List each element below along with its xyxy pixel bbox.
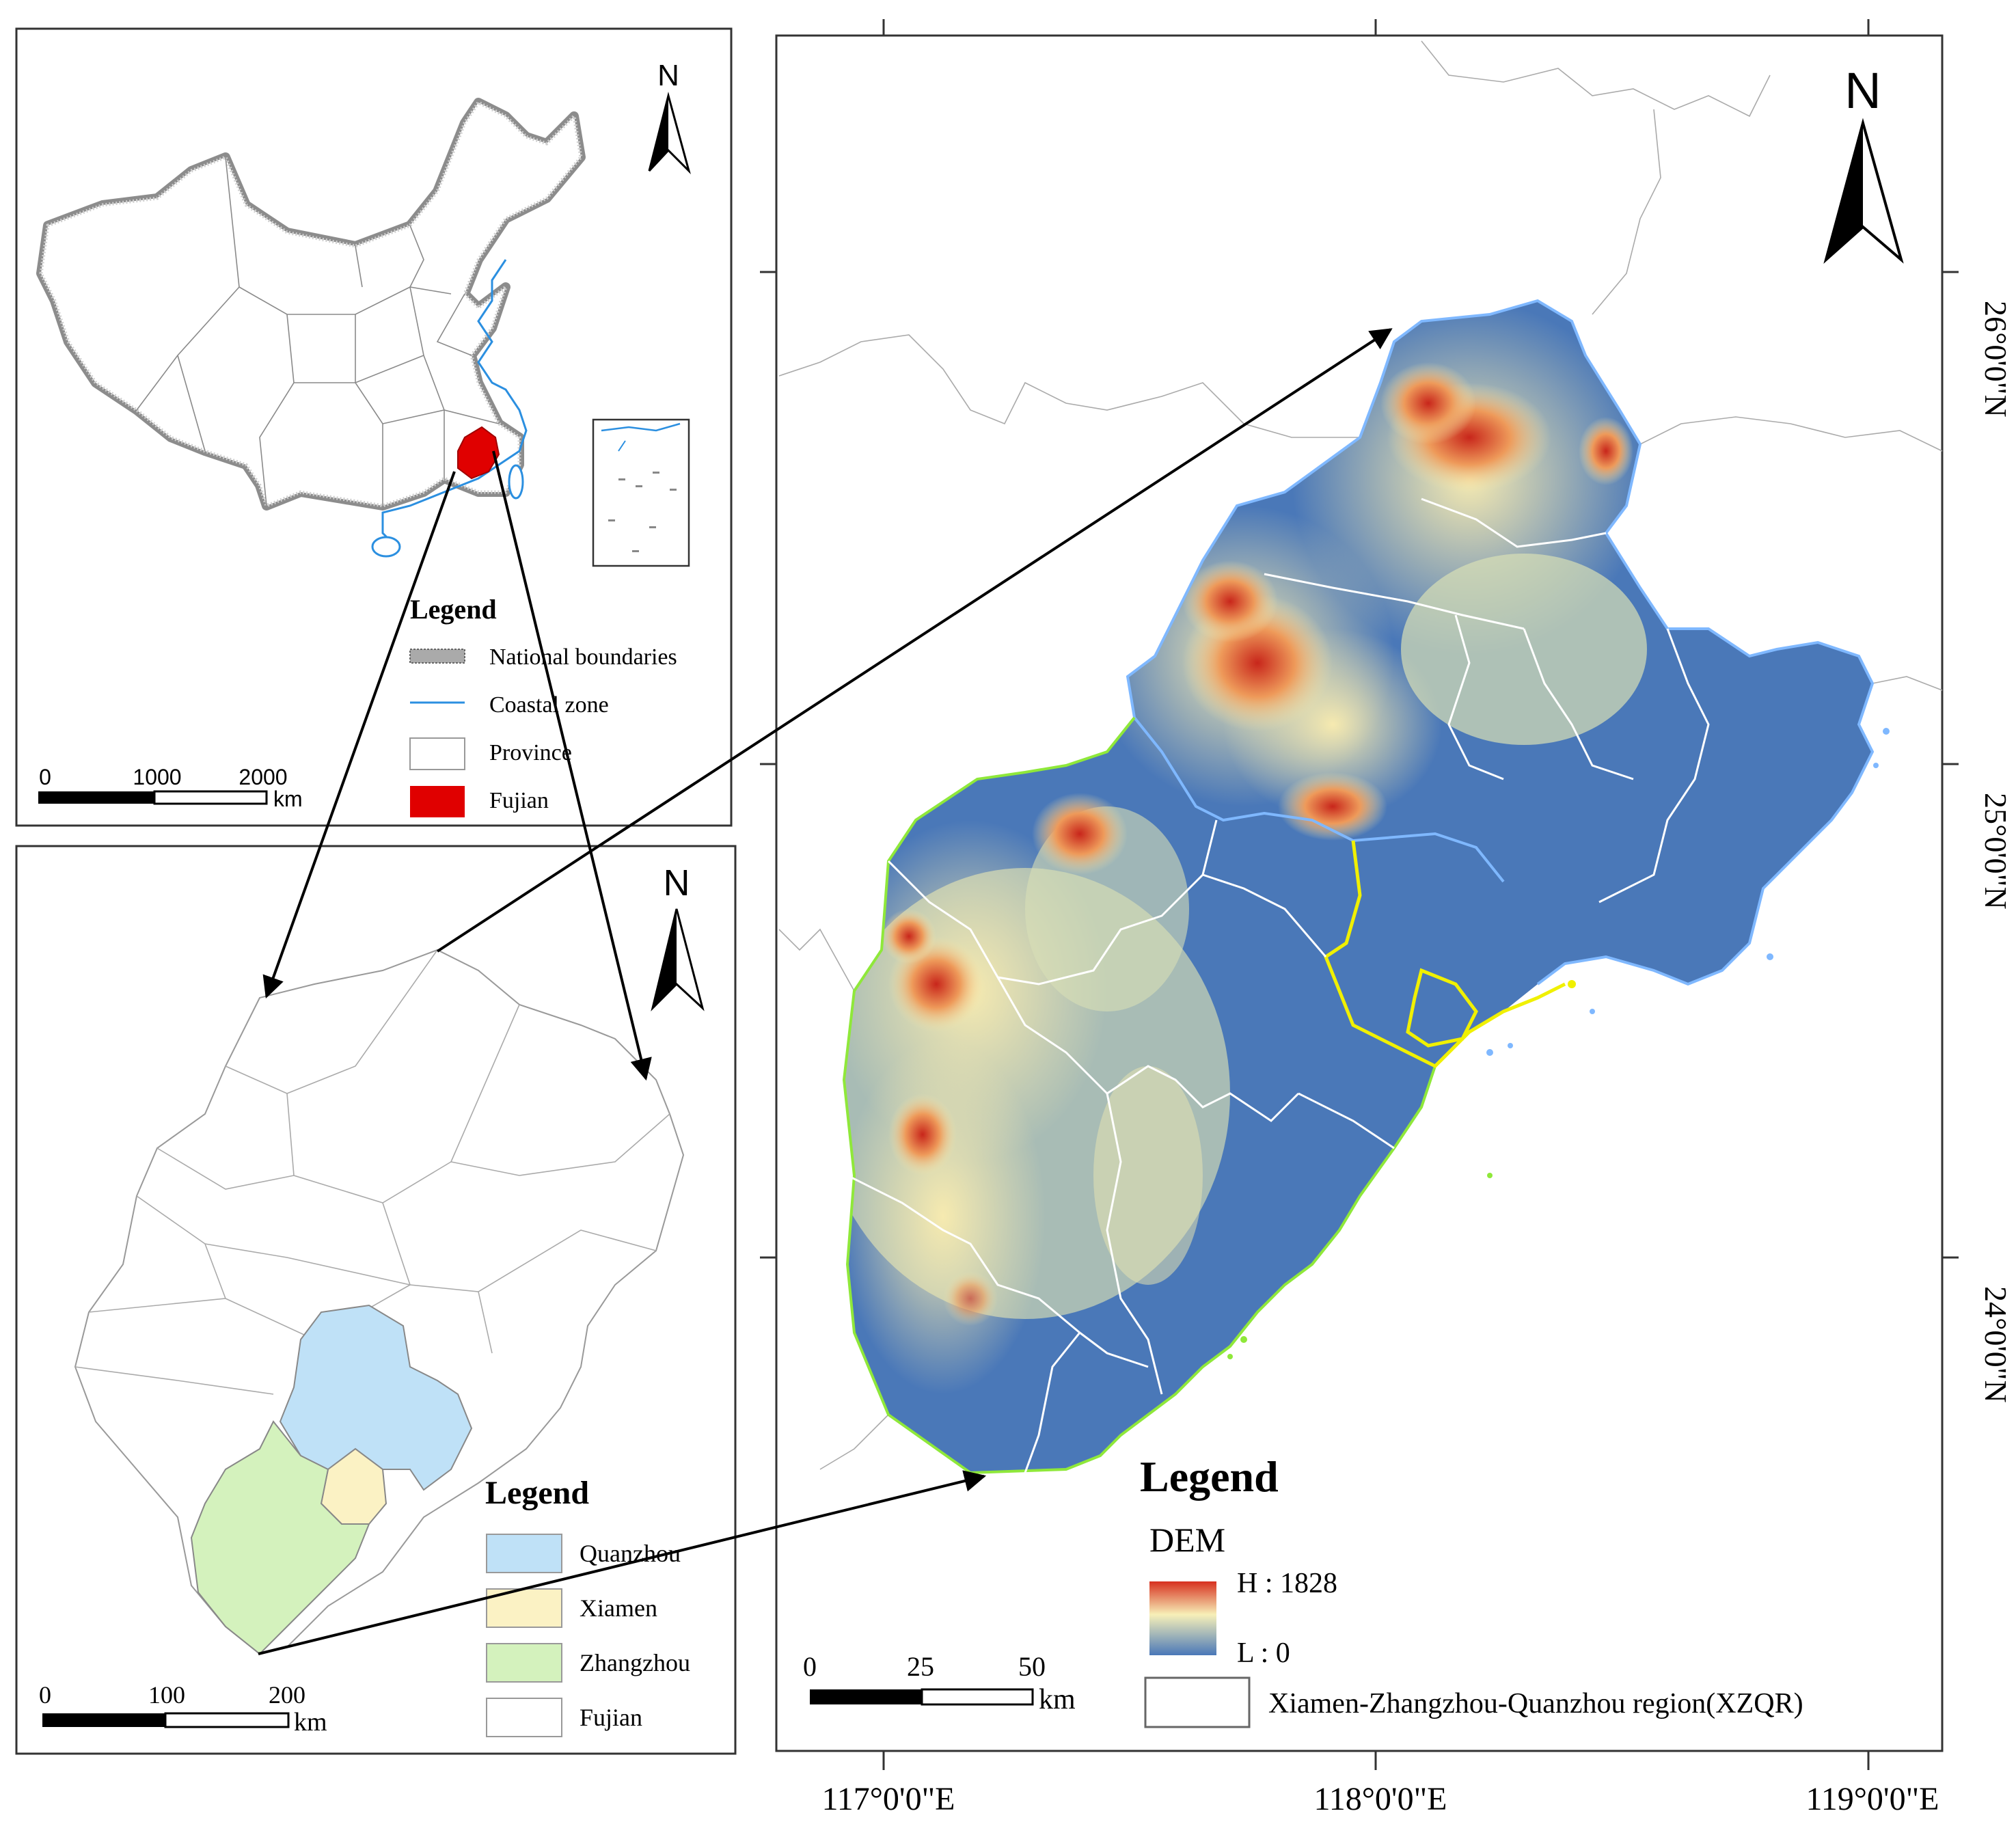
south-china-sea-inset [592, 418, 690, 567]
fujian-legend-fujian: Fujian [486, 1698, 642, 1737]
lon-label-117: 117°0'0"E [822, 1781, 955, 1817]
svg-text:200: 200 [269, 1681, 305, 1709]
xiamen-border [1323, 840, 1566, 1069]
svg-text:100: 100 [148, 1681, 185, 1709]
xzqr-panel: 26°0'0"N 25°0'0"N 24°0'0"N 117°0'0"E 118… [760, 19, 2013, 1817]
svg-text:0: 0 [803, 1651, 817, 1682]
svg-text:Zhangzhou: Zhangzhou [580, 1649, 690, 1676]
china-scale-bar: 0 1000 2000 km [38, 765, 303, 811]
fujian-quanzhou-region [279, 1304, 473, 1491]
svg-text:0: 0 [39, 765, 51, 789]
connector-arrows [258, 328, 1393, 1655]
china-legend-national: National boundaries [409, 644, 677, 670]
svg-text:Coastal zone: Coastal zone [489, 692, 609, 718]
region-legend-swatch [1144, 1676, 1251, 1728]
taiwan-island [508, 464, 524, 500]
china-north-label: N [657, 59, 679, 92]
svg-text:25: 25 [907, 1651, 934, 1682]
fujian-county-lines [74, 949, 670, 1395]
xzqr-county-borders [847, 498, 1710, 1473]
fujian-panel: N Legend Quanzhou Xiamen Zhangzhou Fujia… [15, 845, 737, 1755]
china-panel: N Legend National boundaries Coastal zon… [15, 27, 733, 827]
region-legend-label: Xiamen-Zhangzhou-Quanzhou region(XZQR) [1268, 1688, 1803, 1719]
china-fujian-highlight [457, 426, 500, 480]
svg-text:Province: Province [489, 740, 572, 765]
fujian-legend-quanzhou: Quanzhou [486, 1534, 681, 1573]
fujian-scale-bar: 0 100 200 km [39, 1681, 327, 1737]
china-legend-title: Legend [410, 594, 497, 625]
svg-text:Fujian: Fujian [580, 1704, 642, 1731]
svg-text:km: km [294, 1708, 327, 1737]
province-lines [136, 157, 500, 506]
china-legend-fujian: Fujian [410, 786, 549, 817]
svg-text:50: 50 [1018, 1651, 1046, 1682]
fujian-north-label: N [664, 862, 690, 903]
hainan-island [371, 536, 401, 558]
svg-text:National boundaries: National boundaries [489, 644, 677, 670]
zhangzhou-border [842, 716, 1436, 1475]
dem-color-ramp [1149, 1581, 1216, 1655]
arrow-fujian-to-xzqr-north [436, 328, 1393, 953]
arrow-china-to-fujian-east [492, 450, 652, 1081]
xzqr-islands [1486, 728, 1890, 1056]
svg-text:Xiamen: Xiamen [580, 1594, 657, 1622]
svg-text:2000: 2000 [239, 765, 287, 789]
lon-label-119: 119°0'0"E [1806, 1781, 1939, 1817]
china-legend-coastal: Coastal zone [410, 692, 609, 718]
lon-label-118: 118°0'0"E [1314, 1781, 1447, 1817]
china-legend-province: Province [409, 737, 572, 770]
fujian-zhangzhou-region [190, 1420, 370, 1655]
dem-high-label: H : 1828 [1237, 1568, 1337, 1599]
svg-text:Fujian: Fujian [489, 788, 549, 813]
fujian-legend-zhangzhou: Zhangzhou [486, 1643, 690, 1683]
svg-text:km: km [1039, 1684, 1076, 1715]
china-coastline [371, 259, 528, 555]
neighbour-boundaries [778, 40, 1943, 1470]
svg-text:1000: 1000 [133, 765, 181, 789]
lat-label-26: 26°0'0"N [1978, 301, 2013, 418]
dem-title: DEM [1149, 1521, 1225, 1559]
arrow-china-to-fujian-west [262, 471, 456, 999]
fujian-legend-title: Legend [485, 1475, 589, 1511]
lat-label-25: 25°0'0"N [1978, 793, 2013, 910]
lat-label-24: 24°0'0"N [1978, 1286, 2013, 1403]
quanzhou-border [1126, 299, 1875, 986]
xzqr-scale-bar: 0 25 50 km [803, 1651, 1076, 1715]
graticule-ticks [760, 19, 1959, 1770]
xzqr-north-label: N [1844, 62, 1881, 119]
arrow-fujian-to-xzqr-south [258, 1470, 987, 1655]
svg-text:km: km [273, 787, 303, 811]
xzqr-legend-title: Legend [1140, 1452, 1279, 1501]
svg-text:0: 0 [39, 1681, 51, 1709]
dem-low-label: L : 0 [1237, 1637, 1290, 1669]
